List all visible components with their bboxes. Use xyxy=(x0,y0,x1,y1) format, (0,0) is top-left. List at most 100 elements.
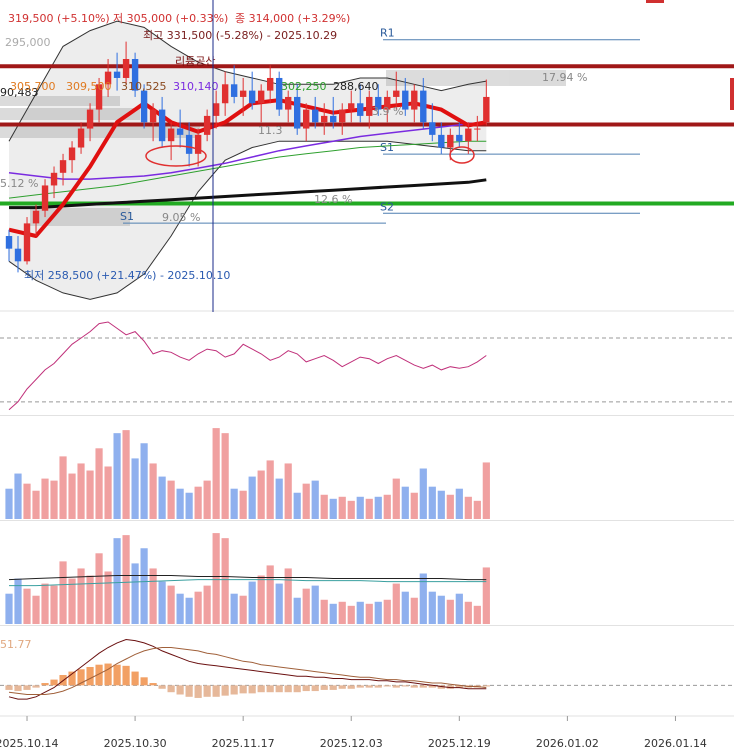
candle-body xyxy=(158,109,166,142)
bar xyxy=(365,603,373,624)
candle-body xyxy=(312,109,319,123)
bar xyxy=(77,669,85,686)
profile-box xyxy=(536,70,566,86)
profile-box xyxy=(0,124,200,138)
bar xyxy=(473,500,481,519)
bar xyxy=(455,488,463,519)
bar xyxy=(203,685,211,697)
candle-body xyxy=(230,84,238,97)
bar xyxy=(428,685,436,688)
candle-body xyxy=(284,96,292,110)
bar xyxy=(455,685,463,688)
bar xyxy=(41,583,49,624)
bar xyxy=(338,601,346,624)
indicator-line xyxy=(8,647,487,695)
bar xyxy=(176,593,184,624)
bar xyxy=(464,601,472,624)
bar xyxy=(32,685,40,688)
bar xyxy=(311,480,319,519)
bar xyxy=(266,460,274,519)
candle-body xyxy=(402,90,409,110)
bar xyxy=(131,458,139,519)
x-tick-label: 2025.10.14 xyxy=(0,737,59,750)
bar xyxy=(293,597,301,624)
bar xyxy=(185,685,193,697)
x-tick-label: 2025.12.03 xyxy=(320,737,383,750)
bar xyxy=(356,496,364,519)
price-header: 저 305,000 (+0.33%) xyxy=(113,12,228,25)
price-header: 종 314,000 (+3.29%) xyxy=(235,12,350,25)
bar xyxy=(392,583,400,624)
candle-body xyxy=(86,109,94,129)
bar xyxy=(131,563,139,624)
candle-body xyxy=(294,96,301,129)
candle-body xyxy=(330,115,337,123)
bar xyxy=(419,468,427,519)
bar xyxy=(383,685,391,687)
candle-body xyxy=(447,134,454,148)
annotation: 11.3 xyxy=(258,124,283,137)
bar xyxy=(464,496,472,519)
bar xyxy=(230,593,238,624)
bar xyxy=(311,585,319,624)
candle-body xyxy=(14,248,22,262)
candle-body xyxy=(41,185,49,211)
bar xyxy=(113,664,121,686)
x-tick-label: 2025.12.19 xyxy=(428,737,491,750)
candle-body xyxy=(266,77,274,91)
candle-body xyxy=(95,84,103,110)
bar xyxy=(248,685,256,694)
bar xyxy=(14,473,22,519)
candle-body xyxy=(50,172,58,186)
candle-body xyxy=(474,128,481,130)
annotation: 3.9 % xyxy=(372,105,403,118)
bar xyxy=(50,585,58,624)
bar xyxy=(239,490,247,519)
candle-body xyxy=(411,90,418,110)
bar xyxy=(482,462,490,519)
bar xyxy=(41,478,49,519)
candle-body xyxy=(348,103,355,110)
annotation: 288,640 xyxy=(333,80,379,93)
bar xyxy=(212,685,220,697)
indicator-line xyxy=(8,638,487,700)
bar xyxy=(347,500,355,519)
bar xyxy=(14,578,22,624)
bar xyxy=(167,685,175,693)
bar xyxy=(185,492,193,519)
candle-body xyxy=(239,90,247,97)
annotation: 17.94 % xyxy=(542,71,587,84)
bar xyxy=(113,433,121,519)
annotation: 9.05 % xyxy=(162,211,200,224)
bar xyxy=(284,568,292,624)
candle-body xyxy=(212,103,220,116)
bar xyxy=(257,575,265,624)
bar xyxy=(167,585,175,624)
bar xyxy=(356,601,364,624)
bar xyxy=(329,603,337,624)
bar xyxy=(95,448,103,519)
bar xyxy=(239,595,247,624)
indicator-line xyxy=(9,579,487,587)
annotation: 305,700 xyxy=(10,80,56,93)
x-tick-label: 2026.01.14 xyxy=(644,737,707,750)
bar xyxy=(401,591,409,624)
bar xyxy=(221,538,229,624)
highlight-circle xyxy=(449,146,475,164)
candle-body xyxy=(5,236,13,249)
pivot-label: S1 xyxy=(120,210,134,223)
candle-body xyxy=(221,84,229,104)
bar xyxy=(77,568,85,624)
bar xyxy=(455,593,463,624)
annotation: 302,250 xyxy=(281,80,327,93)
bar xyxy=(473,605,481,624)
bar xyxy=(149,568,157,624)
candle-body xyxy=(429,122,436,135)
bar xyxy=(383,599,391,624)
bollinger-area xyxy=(9,21,487,300)
moving-average xyxy=(8,121,487,180)
candle-body xyxy=(131,59,139,91)
bar xyxy=(320,494,328,519)
bar xyxy=(338,685,346,689)
